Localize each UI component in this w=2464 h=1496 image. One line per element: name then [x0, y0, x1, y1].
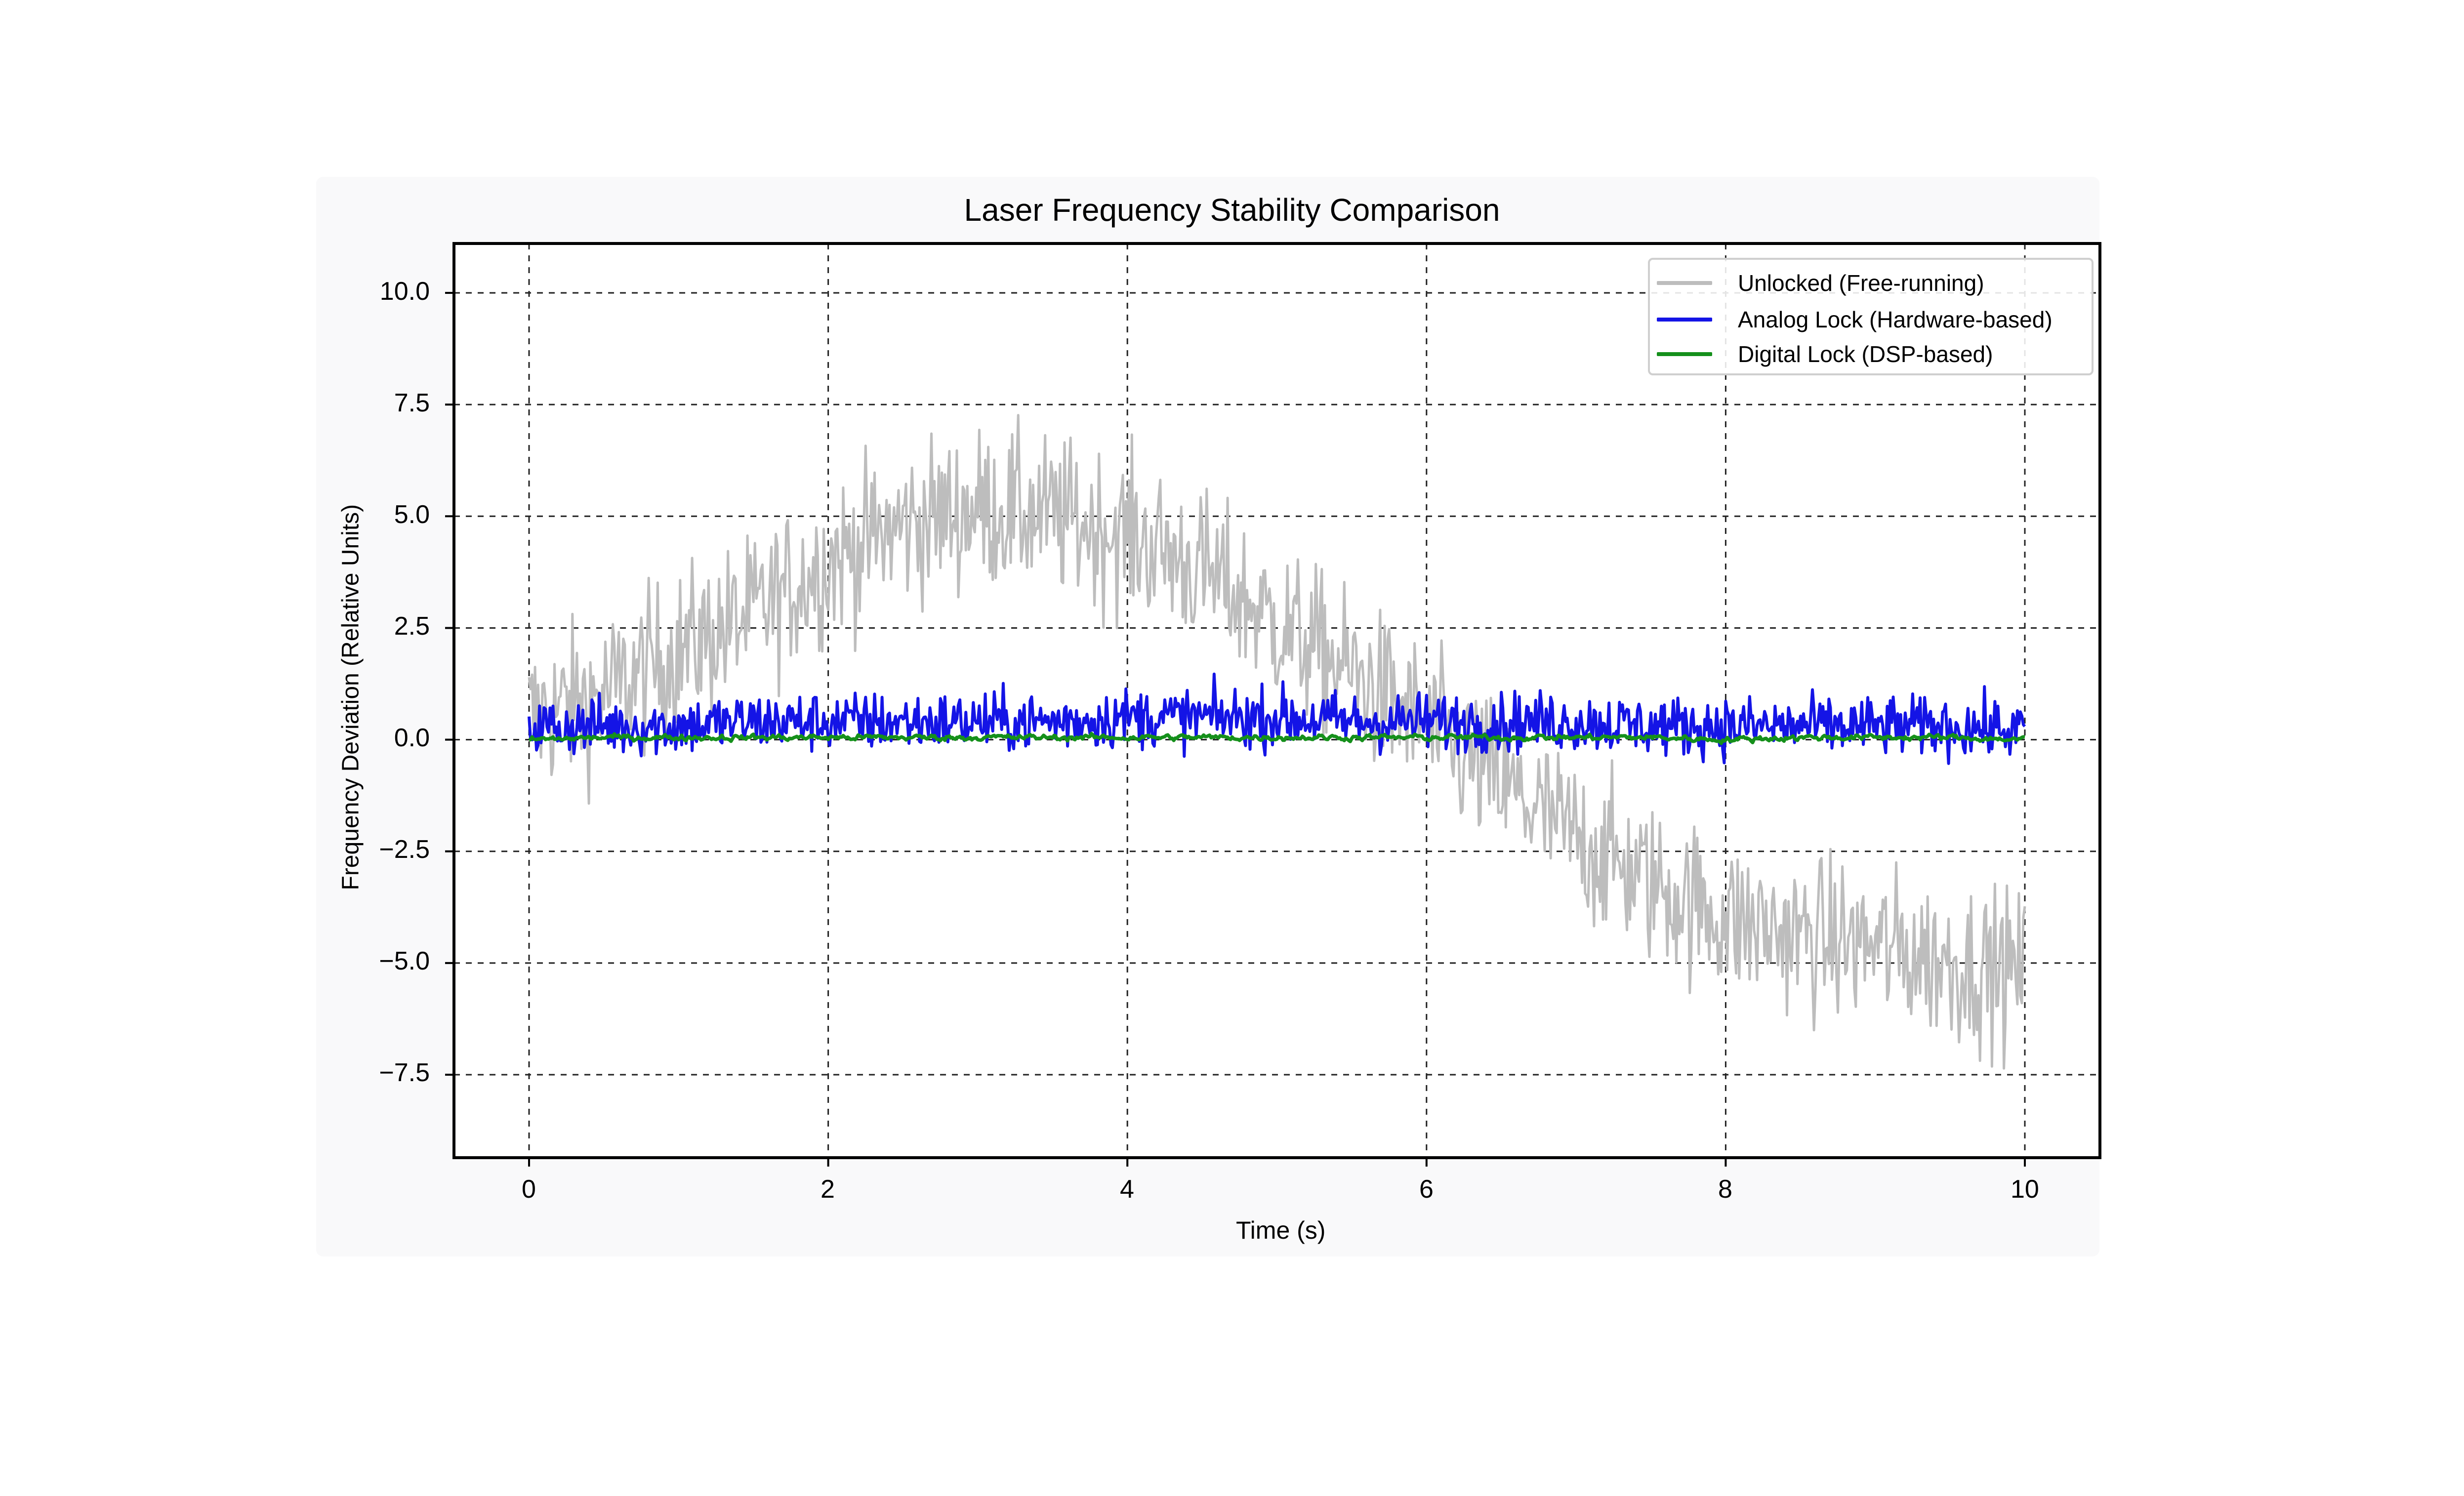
legend-swatch-analog: [1657, 318, 1712, 322]
series-line-analog-lock: [528, 672, 2026, 765]
legend-label: Digital Lock (DSP-based): [1738, 341, 1993, 367]
y-tick-label: 7.5: [394, 389, 430, 417]
x-tick-label: 8: [1718, 1175, 1732, 1204]
y-tick-label: 0.0: [394, 724, 430, 752]
legend-item-digital-lock: Digital Lock (DSP-based): [1650, 337, 1993, 371]
tick-marks: [445, 292, 2026, 1167]
x-tick-label: 2: [821, 1175, 835, 1204]
axes-background: [454, 243, 2100, 1158]
legend-label: Analog Lock (Hardware-based): [1738, 307, 2053, 332]
series-line-digital-lock: [528, 731, 2025, 745]
legend-swatch-digital: [1657, 352, 1712, 356]
y-tick-label: 10.0: [379, 277, 430, 306]
y-tick-label: 5.0: [394, 500, 430, 529]
axes-frame: [452, 242, 2101, 1159]
y-tick-label: −2.5: [379, 835, 430, 864]
data-series: [528, 414, 2026, 1070]
x-tick-label: 0: [522, 1175, 536, 1204]
y-tick-label: 2.5: [394, 612, 430, 641]
legend: Unlocked (Free-running) Analog Lock (Har…: [1648, 258, 2094, 375]
y-axis-label: Frequency Deviation (Relative Units): [337, 504, 364, 890]
x-axis-label: Time (s): [1236, 1216, 1326, 1244]
chart-title: Laser Frequency Stability Comparison: [964, 192, 1500, 228]
legend-item-unlocked: Unlocked (Free-running): [1650, 266, 1984, 300]
legend-label: Unlocked (Free-running): [1738, 270, 1984, 296]
x-tick-label: 6: [1419, 1175, 1434, 1204]
y-tick-label: −5.0: [379, 947, 430, 975]
x-tick-label: 10: [2011, 1175, 2039, 1204]
x-tick-label: 4: [1120, 1175, 1134, 1204]
legend-item-analog-lock: Analog Lock (Hardware-based): [1650, 302, 2053, 337]
y-tick-label: −7.5: [379, 1058, 430, 1087]
series-line-unlocked: [528, 414, 2026, 1070]
legend-swatch-unlocked: [1657, 281, 1712, 285]
